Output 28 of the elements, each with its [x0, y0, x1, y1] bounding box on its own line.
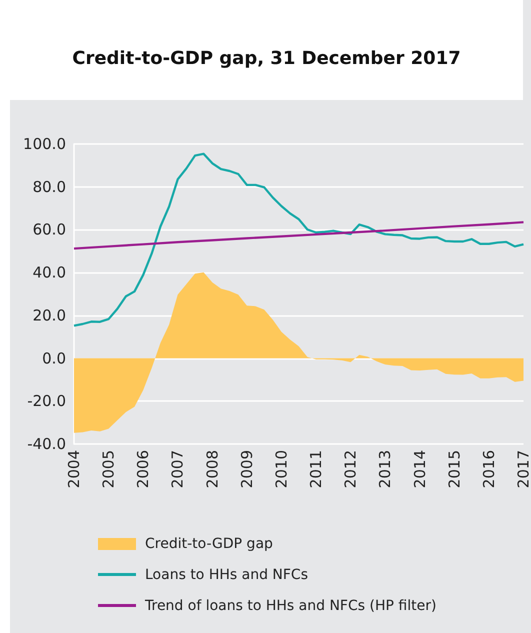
x-tick-label: 2013: [376, 450, 394, 488]
x-tick-label: 2009: [238, 450, 256, 488]
x-tick-label: 2004: [65, 450, 83, 488]
x-tick-label: 2008: [203, 450, 222, 488]
x-tick-label: 2012: [342, 450, 360, 488]
x-tick-label: 2015: [445, 450, 464, 488]
y-tick-label: 60.0: [32, 220, 66, 239]
x-tick-label: 2006: [134, 450, 152, 488]
y-tick-label: -20.0: [27, 392, 66, 410]
legend-label: Credit-to-GDP gap: [145, 536, 273, 552]
legend-label: Trend of loans to HHs and NFCs (HP filter): [145, 598, 436, 614]
x-tick-label: 2007: [168, 450, 187, 488]
legend-label: Loans to HHs and NFCs: [145, 566, 308, 582]
y-tick-label: 40.0: [32, 264, 66, 282]
x-tick-label: 2017: [514, 450, 531, 488]
y-tick-label: 100.0: [23, 135, 66, 153]
y-tick-label: 20.0: [32, 306, 66, 324]
y-tick-label: -40.0: [27, 435, 66, 453]
y-tick-label: 0.0: [42, 349, 66, 368]
x-tick-label: 2010: [272, 450, 290, 488]
chart-title: Credit-to-GDP gap, 31 December 2017: [71, 48, 462, 69]
line-series: [72, 152, 525, 327]
x-tick-label: 2016: [480, 450, 498, 488]
x-tick-label: 2014: [410, 450, 429, 488]
line-series: [72, 221, 525, 250]
y-tick-label: 80.0: [32, 178, 66, 196]
x-tick-label: 2011: [307, 450, 326, 488]
x-tick-label: 2005: [100, 450, 118, 488]
